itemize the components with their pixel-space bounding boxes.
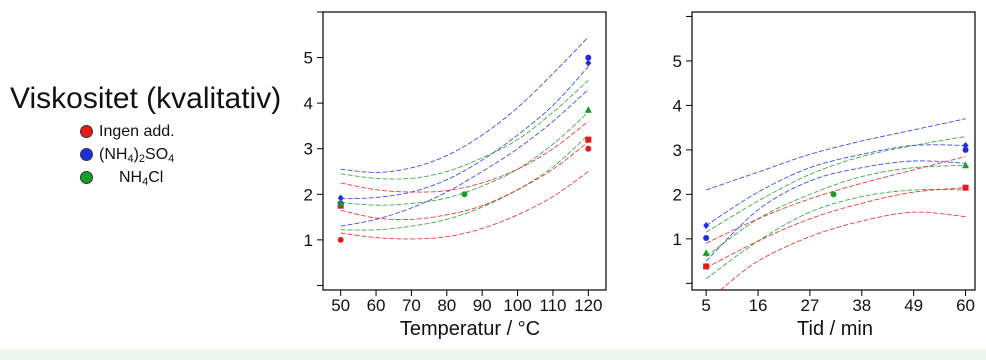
legend-label-ammonium-chloride: NH4Cl [119, 168, 164, 188]
fit-curves [705, 118, 966, 290]
data-point [584, 106, 592, 113]
data-point [703, 222, 710, 230]
y-tick-label: 1 [673, 230, 682, 249]
x-axis-title: Temperatur / °C [400, 318, 540, 340]
plot-frame [691, 11, 976, 291]
fit-curve [705, 156, 966, 244]
fit-curves [340, 36, 589, 240]
fit-curve [340, 80, 589, 180]
y-tick-label: 5 [673, 52, 682, 71]
x-tick-label: 5 [701, 296, 710, 315]
x-tick-label: 60 [956, 296, 975, 315]
legend-item-ingen-add: Ingen add. [80, 120, 175, 143]
fit-curve [705, 144, 966, 226]
data-point [703, 234, 710, 241]
fit-curve [340, 36, 589, 173]
data-point [585, 136, 592, 143]
y-tick-label: 3 [304, 140, 313, 159]
data-point [703, 263, 710, 270]
y-tick-label: 2 [673, 185, 682, 204]
x-tick-label: 80 [437, 296, 456, 315]
data-point [702, 249, 710, 256]
data-point [337, 194, 344, 202]
y-tick-label: 2 [304, 185, 313, 204]
footer-band [0, 349, 986, 360]
data-point [337, 199, 345, 207]
x-tick-label: 16 [749, 296, 768, 315]
legend-marker-ingen-add [80, 125, 93, 138]
x-tick-label: 110 [539, 296, 566, 315]
x-tick-label: 120 [574, 296, 602, 315]
legend-marker-ammonium-sulfate [80, 148, 93, 161]
data-point [962, 161, 970, 169]
legend-label-ammonium-sulfate: (NH4)2SO4 [99, 145, 175, 165]
fit-curve [706, 118, 966, 191]
fit-curve [340, 171, 589, 240]
fit-curve [340, 141, 589, 221]
x-axis-title: Tid / min [797, 318, 873, 340]
legend-item-ammonium-sulfate: (NH4)2SO4 [80, 143, 175, 166]
data-point [962, 141, 969, 149]
legend: Ingen add. (NH4)2SO4 NH4Cl [80, 120, 175, 189]
plot-frame [322, 11, 607, 291]
data-point [585, 59, 592, 67]
legend-item-ammonium-chloride: NH4Cl [80, 166, 175, 189]
fit-curve [705, 188, 966, 280]
x-tick-label: 70 [402, 296, 421, 315]
y-tick-label: 4 [673, 96, 682, 115]
chart-title: Viskositet (kvalitativ) [10, 82, 282, 115]
y-tick-label: 4 [304, 94, 313, 113]
fit-curve [705, 187, 966, 269]
x-tick-label: 60 [367, 296, 386, 315]
data-point [830, 191, 837, 198]
x-tick-label: 27 [800, 296, 819, 315]
x-tick-label: 50 [331, 296, 350, 315]
y-tick-label: 1 [304, 231, 313, 250]
fit-curve [340, 111, 589, 206]
x-tick-label: 90 [473, 296, 492, 315]
fit-curve [720, 211, 966, 290]
fit-curve [340, 134, 589, 231]
y-tick-label: 3 [673, 141, 682, 160]
data-point [962, 146, 969, 153]
legend-label-ingen-add: Ingen add. [99, 122, 175, 140]
fit-curve [705, 136, 966, 233]
x-tick-label: 49 [904, 296, 923, 315]
data-point [337, 236, 344, 243]
fit-curve [705, 165, 966, 258]
x-tick-label: 38 [852, 296, 871, 315]
x-tick-label: 100 [503, 296, 531, 315]
data-point [585, 145, 592, 152]
legend-marker-ammonium-chloride [80, 171, 93, 184]
y-tick-label: 5 [304, 49, 313, 68]
fit-curve [340, 66, 589, 200]
data-point [461, 191, 468, 198]
fit-curve [705, 160, 966, 262]
data-point [585, 54, 592, 61]
data-point [962, 184, 969, 191]
fit-curve [340, 121, 589, 193]
